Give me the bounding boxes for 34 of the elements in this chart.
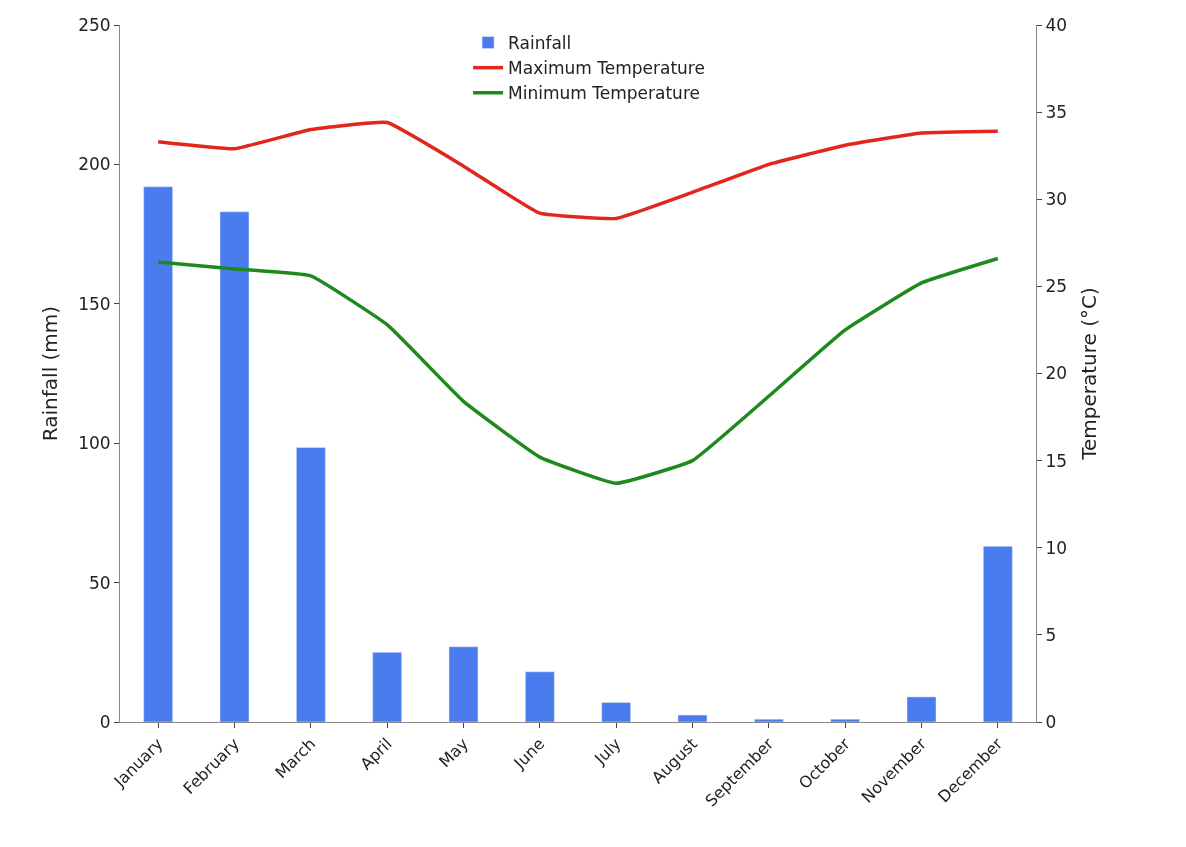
y2-tick-label: 15	[1045, 450, 1068, 471]
y-tick-label: 150	[78, 293, 111, 314]
bar	[525, 671, 555, 722]
y-tick-label: 200	[78, 154, 111, 175]
bar	[830, 718, 860, 722]
y2-tick-label: 10	[1045, 537, 1068, 558]
bar	[219, 211, 250, 722]
legend-label: Minimum Temperature	[508, 83, 700, 104]
bar	[448, 646, 479, 722]
legend-label: Rainfall	[508, 33, 572, 54]
y-tick-label: 0	[99, 711, 111, 732]
line-series	[156, 256, 1000, 486]
y2-tick-label: 0	[1045, 711, 1057, 732]
y-tick-label: 50	[88, 572, 111, 593]
bar	[754, 718, 784, 722]
y2-axis-title: Temperature (°C)	[1076, 287, 1101, 461]
y2-tick-label: 20	[1045, 363, 1068, 384]
y-tick-label: 250	[78, 14, 111, 35]
bar	[906, 696, 937, 722]
bar	[677, 714, 708, 722]
legend-label: Maximum Temperature	[508, 58, 705, 79]
y-axis-title: Rainfall (mm)	[37, 305, 62, 442]
bar	[143, 186, 173, 722]
y2-tick-label: 40	[1045, 14, 1068, 35]
y-tick-label: 100	[78, 433, 111, 454]
bar	[601, 702, 631, 722]
line-series	[156, 120, 1000, 221]
y2-tick-label: 25	[1045, 276, 1068, 297]
bar	[983, 546, 1013, 722]
bar	[372, 652, 402, 722]
bar	[296, 447, 326, 722]
y2-tick-label: 35	[1045, 102, 1068, 123]
y2-tick-label: 30	[1045, 189, 1068, 210]
y2-tick-label: 5	[1045, 624, 1057, 645]
